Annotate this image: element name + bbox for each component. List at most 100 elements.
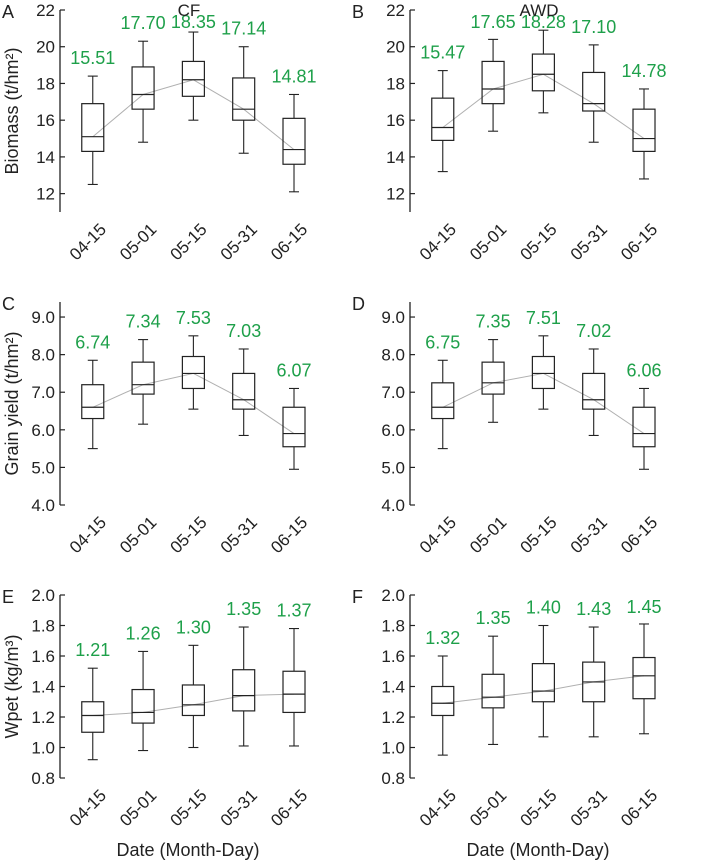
panel-letter: B	[352, 2, 364, 22]
mean-label: 7.35	[476, 312, 511, 332]
mean-label: 17.14	[221, 19, 266, 39]
box-05-01	[481, 38, 505, 132]
y-tick-label: 9.0	[31, 308, 55, 327]
x-tick-label: 05-01	[466, 220, 510, 264]
x-tick-label: 05-15	[517, 220, 561, 264]
mean-label: 14.78	[621, 61, 666, 81]
mean-label: 15.51	[70, 48, 115, 68]
x-tick-label: 05-31	[567, 220, 611, 264]
box-iqr	[181, 684, 205, 717]
mean-label: 14.81	[271, 66, 316, 86]
box-05-01	[481, 635, 505, 746]
box-iqr	[131, 66, 155, 110]
y-axis-label: Grain yield (t/hm²)	[2, 331, 22, 475]
panel-a: 12 14 16 18 20 22 15.51 04-15 17.70 05-01 18.35 05-…	[2, 1, 317, 264]
box-05-15	[531, 335, 555, 410]
panel-title: AWD	[519, 1, 558, 20]
y-tick-label: 9.0	[381, 308, 405, 327]
y-tick-label: 1.6	[381, 647, 405, 666]
mean-label: 17.70	[121, 13, 166, 33]
mean-label: 7.51	[526, 308, 561, 328]
x-tick-label: 05-31	[217, 786, 261, 830]
x-tick-label: 05-01	[466, 513, 510, 557]
x-tick-label: 05-01	[116, 786, 160, 830]
box-iqr	[81, 701, 105, 733]
x-tick-label: 06-15	[617, 513, 661, 557]
box-iqr	[431, 382, 455, 420]
x-tick-label: 04-15	[66, 786, 110, 830]
x-tick-label: 04-15	[416, 513, 460, 557]
x-tick-label: 05-15	[167, 786, 211, 830]
y-tick-label: 22	[386, 1, 405, 20]
box-iqr	[181, 355, 205, 390]
mean-label: 1.37	[276, 601, 311, 621]
y-tick-label: 18	[386, 74, 405, 93]
panel-c: 4.0 5.0 6.0 7.0 8.0 9.0 6.74 04-15 7.34 05-01 7.53…	[2, 294, 312, 557]
median-trend-line	[442, 675, 645, 704]
y-tick-label: 12	[36, 185, 55, 204]
box-05-31	[232, 46, 256, 154]
mean-label: 1.21	[75, 640, 110, 660]
box-iqr	[131, 361, 155, 395]
panel-e: 0.8 1.0 1.2 1.4 1.6 1.8 2.0 1.21 04-15 1.26 05-01 1…	[2, 586, 312, 830]
box-05-01	[131, 339, 155, 425]
box-05-31	[232, 626, 256, 747]
x-axis-title-right: Date (Month-Day)	[466, 840, 609, 860]
y-tick-label: 16	[36, 111, 55, 130]
box-iqr	[282, 406, 306, 448]
y-tick-label: 6.0	[381, 421, 405, 440]
panel-d: 4.0 5.0 6.0 7.0 8.0 9.0 6.75 04-15 7.35 05-01 7.51…	[352, 294, 662, 557]
mean-label: 1.45	[626, 597, 661, 617]
y-tick-label: 8.0	[31, 346, 55, 365]
y-tick-label: 16	[386, 111, 405, 130]
box-iqr	[81, 384, 105, 420]
box-iqr	[431, 97, 455, 141]
box-iqr	[582, 372, 606, 410]
box-04-15	[431, 655, 455, 756]
y-tick-label: 1.8	[381, 617, 405, 636]
box-05-31	[232, 348, 256, 437]
box-iqr	[232, 669, 256, 712]
mean-label: 7.03	[226, 321, 261, 341]
y-tick-label: 22	[36, 1, 55, 20]
panel-b: 12 14 16 18 20 22 15.47 04-15 17.65 05-01 18.28 05-…	[352, 1, 667, 264]
box-iqr	[582, 71, 606, 112]
y-tick-label: 7.0	[31, 383, 55, 402]
box-iqr	[531, 53, 555, 92]
x-tick-label: 05-31	[567, 786, 611, 830]
mean-label: 15.47	[420, 43, 465, 63]
mean-label: 6.07	[276, 360, 311, 380]
y-axis-label: Biomass (t/hm²)	[2, 47, 22, 174]
box-05-15	[181, 31, 205, 121]
x-tick-label: 05-15	[517, 786, 561, 830]
mean-label: 1.30	[176, 617, 211, 637]
mean-label: 1.43	[576, 599, 611, 619]
box-06-15	[632, 623, 656, 735]
box-06-15	[282, 387, 306, 470]
box-05-01	[131, 650, 155, 752]
box-iqr	[632, 108, 656, 152]
box-05-31	[582, 44, 606, 143]
y-tick-label: 6.0	[31, 421, 55, 440]
mean-label: 17.65	[471, 12, 516, 32]
y-tick-label: 12	[386, 185, 405, 204]
y-tick-label: 5.0	[381, 458, 405, 477]
box-04-15	[81, 667, 105, 761]
x-tick-label: 04-15	[66, 220, 110, 264]
box-05-15	[531, 624, 555, 738]
y-tick-label: 18	[36, 74, 55, 93]
x-tick-label: 04-15	[416, 786, 460, 830]
mean-label: 18.35	[171, 12, 216, 32]
panels: 12 14 16 18 20 22 15.51 04-15 17.70 05-01 18.35 05-…	[2, 1, 667, 830]
box-05-15	[181, 335, 205, 410]
panel-title: CF	[178, 1, 201, 20]
x-tick-label: 05-01	[466, 786, 510, 830]
panel-letter: F	[352, 587, 363, 607]
y-axis-label: Wpet (kg/m³)	[2, 634, 22, 738]
box-iqr	[181, 60, 205, 97]
y-tick-label: 2.0	[31, 586, 55, 605]
mean-label: 6.06	[626, 360, 661, 380]
box-iqr	[282, 117, 306, 165]
box-iqr	[131, 688, 155, 724]
y-tick-label: 4.0	[31, 496, 55, 515]
